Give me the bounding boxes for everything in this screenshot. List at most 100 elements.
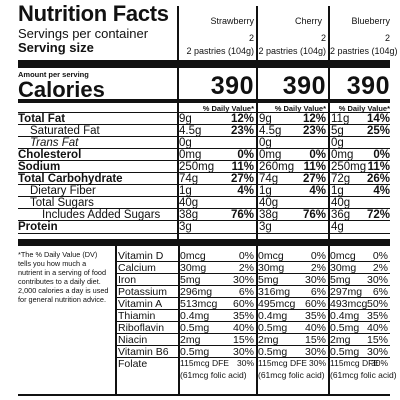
- daily-value-footnote: *The % Daily Value (DV) tells you how mu…: [18, 250, 109, 304]
- vitamin-amount: 115mcg DFE: [180, 358, 229, 368]
- nutrient-amount: 1g: [179, 185, 192, 197]
- vitamin-daily-value: 15%: [304, 334, 326, 346]
- row-divider: [116, 273, 390, 274]
- column-divider: [178, 246, 180, 396]
- serving-size-label: Serving size: [18, 40, 94, 55]
- dv-header-blueberry: % Daily Value*: [338, 104, 390, 113]
- vitamin-daily-value: 0%: [238, 250, 254, 262]
- vitamin-amount: 2mg: [258, 334, 279, 346]
- vitamin-daily-value: 30%: [366, 274, 388, 286]
- vitamin-amount: 5mg: [258, 274, 279, 286]
- vitamin-amount: 0.5mg: [180, 322, 210, 334]
- vitamin-amount: 115mcg DFE: [330, 358, 379, 368]
- vitamin-amount: 297mg: [330, 286, 363, 298]
- vitamin-amount: 495mcg: [258, 298, 296, 310]
- nutrient-name: Total Carbohydrate: [18, 173, 123, 185]
- row-divider: [18, 112, 390, 113]
- nutrient-amount: 74g: [179, 173, 199, 185]
- vitamin-name: Calcium: [118, 262, 156, 274]
- nutrient-amount: 40g: [259, 197, 279, 209]
- nutrient-amount: 0g: [259, 137, 272, 149]
- flavor-name-cherry: Cherry: [294, 16, 322, 26]
- row-divider: [18, 124, 390, 125]
- vitamin-amount: 0.4mg: [180, 310, 210, 322]
- vitamin-daily-value: 6%: [238, 286, 254, 298]
- calories-strawberry: 390: [210, 72, 254, 100]
- vitamin-daily-value: 60%: [304, 298, 326, 310]
- nutrient-amount: 40g: [179, 197, 199, 209]
- nutrient-amount: 0mg: [179, 149, 202, 161]
- row-divider: [18, 208, 390, 209]
- vitamin-daily-value: 30%: [232, 274, 254, 286]
- vitamin-amount: 0.5mg: [180, 346, 210, 358]
- row-divider: [18, 136, 390, 137]
- nutrient-amount: 260mg: [259, 161, 295, 173]
- vitamin-amount: 316mg: [258, 286, 291, 298]
- vitamin-daily-value: 40%: [232, 322, 254, 334]
- vitamin-name: Riboflavin: [118, 322, 165, 334]
- nutrient-amount: 4.5g: [259, 125, 282, 137]
- vitamin-amount: 0.4mg: [258, 310, 288, 322]
- nutrition-facts-label: Nutrition Facts Servings per container S…: [18, 1, 398, 396]
- nutrient-amount: 0g: [179, 137, 192, 149]
- vitamin-amount: 296mg: [180, 286, 213, 298]
- calories-blueberry: 390: [346, 72, 390, 100]
- nutrient-amount: 3g: [259, 221, 272, 233]
- nutrient-name: Sodium: [18, 161, 61, 173]
- bottom-rule: [18, 394, 390, 396]
- calories-label: Calories: [18, 77, 105, 102]
- folic-acid-note: (61mcg folic acid): [180, 370, 247, 380]
- flavor-name-blueberry: Blueberry: [351, 16, 390, 26]
- row-divider: [116, 333, 390, 334]
- nutrient-amount: 38g: [179, 209, 199, 221]
- serving-size-blueberry: 2 pastries (104g): [330, 46, 398, 56]
- nutrient-amount: 11g: [331, 113, 350, 125]
- vitamin-daily-value: 50%: [366, 298, 388, 310]
- servings-label: Servings per container: [18, 26, 149, 41]
- nutrient-name: Total Fat: [18, 113, 66, 125]
- nutrient-amount: 74g: [259, 173, 279, 185]
- dv-header-cherry: % Daily Value*: [274, 104, 326, 113]
- vitamin-amount: 493mcg: [330, 298, 368, 310]
- vitamin-amount: 30mg: [330, 262, 357, 274]
- dv-header-strawberry: % Daily Value*: [202, 104, 254, 113]
- serving-size-cherry: 2 pastries (104g): [258, 46, 326, 56]
- vitamin-amount: 0.5mg: [258, 322, 288, 334]
- nutrient-amount: 250mg: [331, 161, 367, 173]
- column-divider: [256, 246, 258, 396]
- column-divider: [256, 6, 258, 239]
- nutrient-daily-value: 23%: [230, 125, 254, 137]
- servings-cherry: 2: [320, 33, 326, 43]
- row-divider: [116, 345, 390, 346]
- row-divider: [116, 285, 390, 286]
- row-divider: [116, 297, 390, 298]
- vitamin-amount: 513mcg: [180, 298, 218, 310]
- nutrient-daily-value: 27%: [230, 173, 254, 185]
- serving-size-strawberry: 2 pastries (104g): [186, 46, 254, 56]
- nutrient-daily-value: 11%: [231, 161, 254, 173]
- nutrient-name: Saturated Fat: [30, 125, 100, 137]
- nutrient-amount: 9g: [179, 113, 192, 125]
- nutrient-amount: 1g: [331, 185, 344, 197]
- vitamin-daily-value: 30%: [370, 358, 388, 368]
- nutrient-daily-value: 25%: [366, 125, 390, 137]
- nutrient-daily-value: 14%: [366, 113, 390, 125]
- vitamin-name: Vitamin A: [118, 298, 163, 310]
- row-divider: [18, 196, 390, 197]
- vitamin-daily-value: 30%: [308, 358, 326, 368]
- nutrient-name: Protein: [18, 221, 58, 233]
- vitamin-amount: 0.5mg: [330, 346, 360, 358]
- vitamin-name: Potassium: [118, 286, 168, 298]
- medium-rule: [18, 99, 390, 103]
- nutrient-name: Includes Added Sugars: [42, 209, 161, 221]
- vitamin-amount: 0mcg: [258, 250, 284, 262]
- row-divider: [18, 148, 390, 149]
- nutrient-amount: 9g: [259, 113, 272, 125]
- row-divider: [18, 160, 390, 161]
- folic-acid-note: (61mcg folic acid): [330, 370, 397, 380]
- nutrient-daily-value: 76%: [230, 209, 254, 221]
- vitamin-name: Vitamin D: [118, 250, 164, 262]
- label-title: Nutrition Facts: [18, 1, 169, 26]
- vitamin-divider: [115, 246, 117, 396]
- vitamin-amount: 30mg: [180, 262, 207, 274]
